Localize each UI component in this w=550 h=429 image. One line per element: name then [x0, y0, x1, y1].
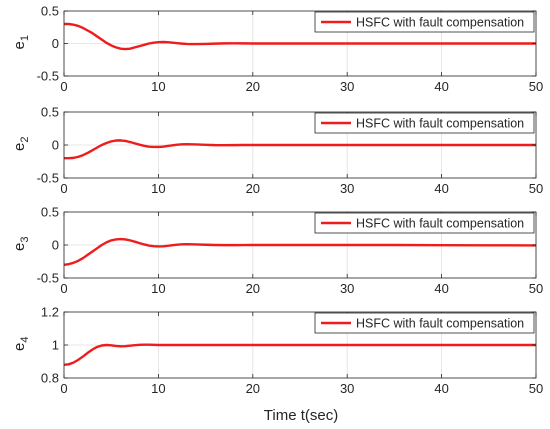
- y-axis-label: e2: [11, 137, 31, 151]
- x-tick-label: 20: [246, 181, 260, 196]
- y-tick-label: 1.2: [41, 305, 59, 320]
- series-line: [64, 22, 536, 51]
- x-tick-label: 0: [60, 181, 67, 196]
- series-line: [63, 237, 537, 266]
- x-tick-label: 0: [60, 281, 67, 296]
- x-axis-label: Time t(sec): [264, 407, 338, 424]
- series-line: [64, 139, 536, 160]
- x-tick-label: 40: [434, 281, 448, 296]
- x-tick-label: 30: [340, 79, 354, 94]
- legend-box: [314, 112, 535, 134]
- x-tick-label: 10: [151, 79, 165, 94]
- x-tick-label: 10: [151, 281, 165, 296]
- x-tick-label: 50: [529, 381, 543, 396]
- legend-label: HSFC with fault compensation: [356, 16, 524, 30]
- legend: HSFC with fault compensation: [314, 212, 535, 234]
- x-tick-label: 20: [246, 79, 260, 94]
- legend: HSFC with fault compensation: [314, 112, 535, 134]
- x-tick-label: 40: [434, 181, 448, 196]
- y-tick-label: 0: [52, 36, 59, 51]
- legend-label: HSFC with fault compensation: [356, 317, 524, 331]
- x-tick-label: 50: [529, 79, 543, 94]
- y-axis-label: e3: [11, 237, 31, 251]
- y-tick-label: -0.5: [37, 171, 59, 186]
- legend-box: [314, 11, 535, 33]
- x-tick-label: 30: [340, 181, 354, 196]
- y-tick-label: 0.5: [41, 4, 59, 19]
- y-tick-label: -0.5: [37, 69, 59, 84]
- x-tick-label: 0: [60, 79, 67, 94]
- y-tick-label: 0.5: [41, 205, 59, 220]
- legend: HSFC with fault compensation: [314, 11, 535, 33]
- legend-box: [314, 212, 535, 234]
- x-tick-label: 20: [246, 381, 260, 396]
- y-tick-label: 0: [52, 238, 59, 253]
- x-tick-label: 30: [340, 381, 354, 396]
- legend-box: [314, 312, 535, 334]
- x-tick-label: 50: [529, 181, 543, 196]
- x-tick-label: 20: [246, 281, 260, 296]
- y-tick-label: 1: [52, 338, 59, 353]
- y-tick-label: -0.5: [37, 271, 59, 286]
- x-tick-label: 40: [434, 79, 448, 94]
- x-tick-label: 50: [529, 281, 543, 296]
- series-line: [63, 343, 536, 366]
- subplot-4: 0 10 20 30 40 50 0.8 1 1.2 e4 HSFC with fault comp…: [11, 305, 543, 397]
- x-tick-label: 10: [151, 381, 165, 396]
- y-tick-label: 0.5: [41, 105, 59, 120]
- y-tick-label: 0.8: [41, 371, 59, 386]
- x-tick-label: 10: [151, 181, 165, 196]
- y-axis-label: e4: [11, 337, 31, 351]
- legend-label: HSFC with fault compensation: [356, 217, 524, 231]
- x-tick-label: 0: [60, 381, 67, 396]
- legend: HSFC with fault compensation: [314, 312, 535, 334]
- x-tick-label: 40: [434, 381, 448, 396]
- legend-label: HSFC with fault compensation: [356, 117, 524, 131]
- x-tick-label: 30: [340, 281, 354, 296]
- y-axis-label: e1: [11, 35, 31, 49]
- y-tick-label: 0: [52, 138, 59, 153]
